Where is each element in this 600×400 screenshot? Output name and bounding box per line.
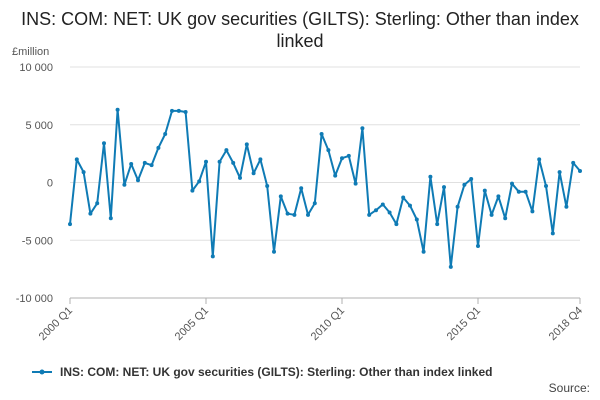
legend[interactable]: INS: COM: NET: UK gov securities (GILTS)… bbox=[32, 365, 492, 379]
data-point[interactable] bbox=[448, 264, 453, 269]
data-point[interactable] bbox=[374, 208, 378, 213]
x-tick-label: 2005 Q1 bbox=[173, 305, 211, 343]
data-point[interactable] bbox=[394, 222, 399, 227]
x-tick-label: 2015 Q1 bbox=[445, 305, 483, 343]
data-point[interactable] bbox=[353, 181, 358, 186]
data-point[interactable] bbox=[292, 212, 297, 217]
legend-marker-icon bbox=[39, 369, 45, 375]
data-point[interactable] bbox=[122, 182, 127, 187]
y-tick-label: 5 000 bbox=[25, 120, 53, 132]
data-point[interactable] bbox=[346, 153, 351, 158]
data-point[interactable] bbox=[136, 178, 140, 183]
data-point[interactable] bbox=[258, 157, 263, 162]
data-point[interactable] bbox=[197, 179, 202, 184]
data-point[interactable] bbox=[476, 244, 480, 249]
data-point[interactable] bbox=[81, 170, 86, 175]
data-point[interactable] bbox=[319, 131, 324, 136]
data-point[interactable] bbox=[156, 145, 161, 150]
data-point[interactable] bbox=[537, 157, 542, 162]
data-point[interactable] bbox=[183, 110, 188, 115]
data-point[interactable] bbox=[210, 254, 215, 259]
data-point[interactable] bbox=[510, 181, 514, 186]
data-point[interactable] bbox=[469, 177, 474, 182]
data-point[interactable] bbox=[489, 212, 494, 217]
data-point[interactable] bbox=[516, 189, 521, 194]
data-point[interactable] bbox=[272, 249, 276, 254]
data-point[interactable] bbox=[550, 231, 555, 236]
y-tick-label: 0 bbox=[47, 178, 53, 190]
data-point[interactable] bbox=[142, 160, 147, 165]
data-point[interactable] bbox=[251, 171, 256, 176]
data-point[interactable] bbox=[387, 210, 392, 215]
data-point[interactable] bbox=[102, 141, 106, 146]
data-point[interactable] bbox=[149, 163, 154, 168]
data-point[interactable] bbox=[190, 188, 195, 193]
chart-title: INS: COM: NET: UK gov securities (GILTS)… bbox=[21, 9, 579, 51]
data-point[interactable] bbox=[428, 174, 433, 179]
data-point[interactable] bbox=[95, 201, 100, 206]
x-tick-label: 2010 Q1 bbox=[309, 305, 347, 343]
y-tick-label: -5 000 bbox=[22, 235, 53, 247]
data-point[interactable] bbox=[414, 217, 419, 222]
data-point[interactable] bbox=[68, 222, 72, 227]
data-point[interactable] bbox=[367, 212, 372, 217]
data-point[interactable] bbox=[571, 160, 576, 165]
data-point[interactable] bbox=[455, 204, 460, 209]
data-point[interactable] bbox=[244, 142, 249, 147]
legend-label: INS: COM: NET: UK gov securities (GILTS)… bbox=[60, 365, 492, 379]
y-tick-label: -10 000 bbox=[16, 293, 53, 305]
data-point[interactable] bbox=[176, 108, 181, 113]
data-point[interactable] bbox=[238, 175, 242, 180]
y-axis-ticks: 10 000 5 000 0 -5 000 -10 000 bbox=[16, 62, 53, 305]
x-tick-label: 2018 Q4 bbox=[547, 305, 585, 343]
data-point[interactable] bbox=[285, 211, 290, 216]
y-axis-unit-label: £million bbox=[12, 46, 49, 58]
data-point[interactable] bbox=[88, 211, 93, 216]
series-line bbox=[69, 108, 581, 268]
data-point[interactable] bbox=[421, 249, 426, 254]
data-point[interactable] bbox=[163, 131, 168, 136]
data-point[interactable] bbox=[564, 204, 569, 209]
data-point[interactable] bbox=[482, 188, 487, 193]
data-point[interactable] bbox=[340, 156, 344, 161]
data-point[interactable] bbox=[401, 195, 406, 200]
data-point[interactable] bbox=[108, 216, 113, 221]
data-point[interactable] bbox=[462, 182, 467, 187]
data-point[interactable] bbox=[74, 157, 79, 162]
source-label: Source: bbox=[548, 381, 590, 395]
data-point[interactable] bbox=[503, 216, 508, 221]
data-point[interactable] bbox=[312, 201, 317, 206]
x-axis: 2000 Q1 2005 Q1 2010 Q1 2015 Q1 2018 Q4 bbox=[37, 297, 585, 343]
data-point[interactable] bbox=[231, 160, 236, 165]
series-group bbox=[68, 107, 582, 269]
data-point[interactable] bbox=[557, 170, 562, 175]
data-point[interactable] bbox=[380, 202, 385, 207]
data-point[interactable] bbox=[306, 212, 310, 217]
data-point[interactable] bbox=[333, 173, 338, 178]
data-point[interactable] bbox=[170, 108, 174, 113]
data-point[interactable] bbox=[129, 162, 134, 167]
data-point[interactable] bbox=[408, 203, 412, 208]
x-tick-label: 2000 Q1 bbox=[37, 305, 75, 343]
data-point[interactable] bbox=[578, 168, 582, 173]
data-point[interactable] bbox=[442, 185, 446, 190]
data-point[interactable] bbox=[496, 194, 501, 199]
y-tick-label: 10 000 bbox=[19, 62, 53, 74]
data-point[interactable] bbox=[530, 209, 535, 214]
data-point[interactable] bbox=[523, 189, 528, 194]
data-point[interactable] bbox=[217, 159, 222, 164]
grid-lines bbox=[70, 66, 580, 299]
data-point[interactable] bbox=[544, 183, 548, 188]
data-point[interactable] bbox=[265, 183, 270, 188]
data-point[interactable] bbox=[360, 126, 365, 131]
data-point[interactable] bbox=[204, 159, 208, 164]
data-point[interactable] bbox=[326, 148, 331, 153]
data-point[interactable] bbox=[115, 107, 120, 112]
data-point[interactable] bbox=[299, 186, 304, 191]
data-point[interactable] bbox=[224, 148, 229, 153]
data-point[interactable] bbox=[435, 222, 440, 227]
data-point[interactable] bbox=[278, 194, 283, 199]
